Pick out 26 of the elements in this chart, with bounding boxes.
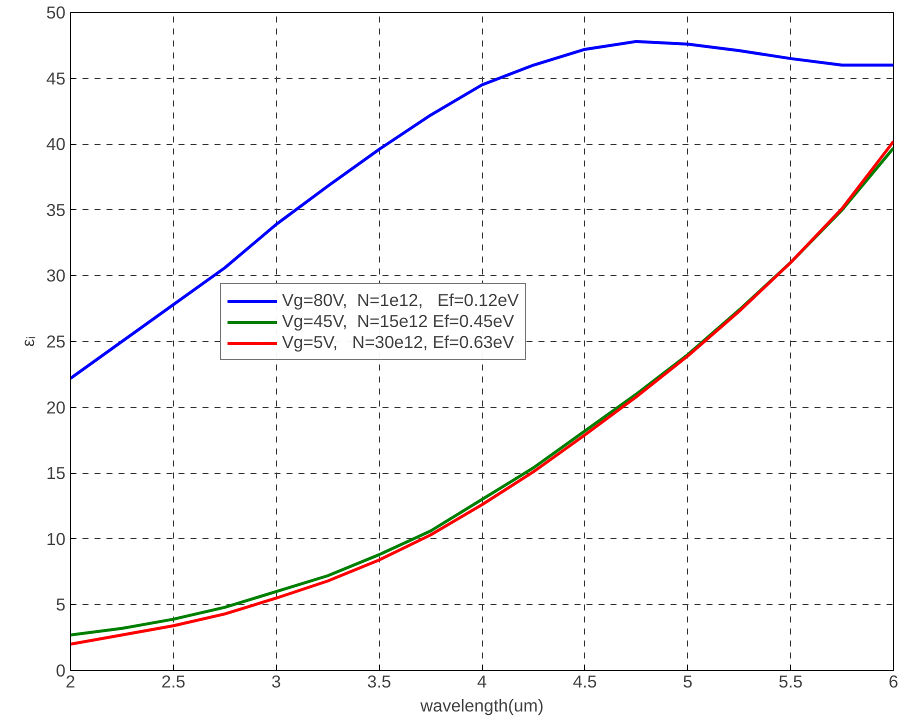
legend-label: Vg=45V, N=15e12 Ef=0.45eV — [282, 311, 514, 332]
y-tick-label: 10 — [46, 528, 66, 549]
x-tick-label: 2 — [66, 672, 76, 692]
y-tick-label: 40 — [46, 134, 66, 154]
y-tick-label: 35 — [46, 200, 66, 220]
x-tick-label: 6 — [888, 672, 898, 692]
y-tick-label: 20 — [46, 397, 66, 418]
x-tick-label: 3.5 — [367, 672, 392, 692]
y-tick-label: 5 — [56, 594, 66, 615]
y-tick-label: 15 — [46, 463, 66, 484]
y-tick-label: 30 — [46, 266, 66, 286]
x-tick-label: 5 — [682, 672, 693, 692]
y-tick-label: 45 — [46, 68, 66, 88]
y-axis-title: εᵢ — [18, 336, 38, 347]
line-series — [70, 40, 894, 380]
x-tick-label: 2.5 — [161, 672, 186, 692]
y-tick-label: 0 — [56, 660, 66, 680]
x-tick-label: 4 — [477, 672, 488, 692]
legend-label: Vg=80V, N=1e12, Ef=0.12eV — [282, 290, 519, 311]
x-tick-label: 3 — [271, 672, 282, 692]
legend-label: Vg=5V, N=30e12, Ef=0.63eV — [282, 332, 514, 353]
y-tick-label: 50 — [46, 2, 66, 22]
x-axis-title: wavelength(um) — [419, 696, 544, 716]
x-tick-label: 5.5 — [778, 672, 803, 692]
x-tick-label: 4.5 — [572, 672, 597, 692]
y-tick-label: 25 — [46, 332, 66, 352]
